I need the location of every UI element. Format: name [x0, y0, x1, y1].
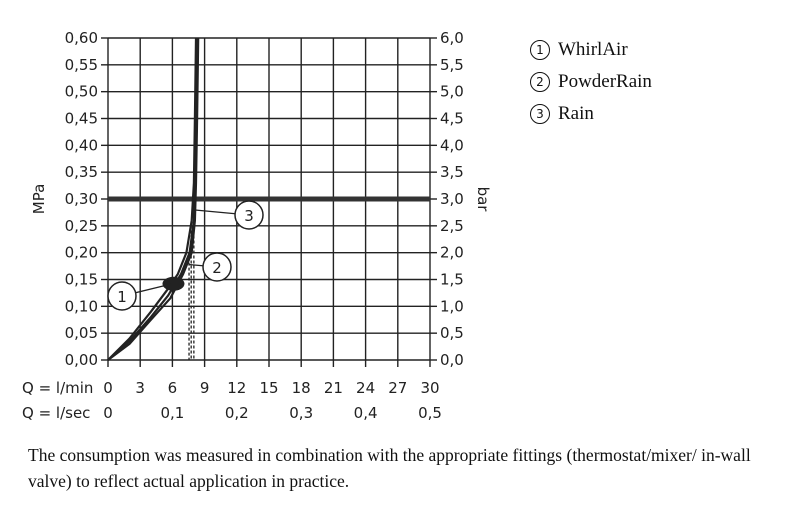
series-line-rain [107, 37, 200, 361]
legend: 1 WhirlAir 2 PowderRain 3 Rain [530, 34, 652, 130]
series-marker-dot [162, 276, 185, 291]
callout-circle-2 [202, 252, 232, 282]
x-tick-label-lmin: 30 [420, 379, 439, 397]
callout-label-3: 3 [244, 207, 254, 225]
x-tick-label-lsec: 0,1 [160, 404, 184, 422]
y-axis-title-right: bar [474, 187, 492, 213]
legend-item-whirlair: 1 WhirlAir [530, 34, 652, 66]
legend-marker-2: 2 [530, 72, 550, 92]
y-tick-label-left: 0,40 [65, 136, 98, 154]
y-tick-label-right: 3,5 [440, 163, 464, 181]
x-tick-label-lmin: 21 [324, 379, 343, 397]
y-tick-label-right: 2,0 [440, 244, 464, 262]
footnote: The consumption was measured in combinat… [28, 445, 751, 491]
flow-pressure-chart: 0,000,050,100,150,200,250,300,350,400,45… [22, 29, 492, 422]
y-tick-label-left: 0,60 [65, 29, 98, 47]
callout-circle-3 [234, 200, 264, 230]
legend-item-rain: 3 Rain [530, 98, 652, 130]
y-tick-label-left: 0,45 [65, 110, 98, 128]
y-tick-label-left: 0,10 [65, 297, 98, 315]
y-tick-label-left: 0,50 [65, 83, 98, 101]
y-tick-label-right: 5,5 [440, 56, 464, 74]
x-tick-label-lmin: 27 [388, 379, 407, 397]
legend-label-powderrain: PowderRain [558, 71, 652, 92]
x-tick-label-lmin: 12 [227, 379, 246, 397]
y-tick-label-left: 0,35 [65, 163, 98, 181]
x-tick-label-lmin: 9 [200, 379, 210, 397]
y-tick-label-left: 0,30 [65, 190, 98, 208]
callout-label-1: 1 [117, 288, 127, 306]
y-tick-label-left: 0,20 [65, 244, 98, 262]
callout-label-2: 2 [212, 259, 222, 277]
y-tick-label-left: 0,05 [65, 324, 98, 342]
y-axis-title-left: MPa [30, 184, 48, 215]
y-tick-label-right: 0,5 [440, 324, 464, 342]
y-tick-label-right: 5,0 [440, 83, 464, 101]
legend-marker-3: 3 [530, 104, 550, 124]
x-axis-prefix-lsec: Q = l/sec [22, 404, 90, 422]
x-tick-label-lmin: 18 [292, 379, 311, 397]
x-tick-label-lmin: 15 [259, 379, 278, 397]
legend-label-rain: Rain [558, 103, 594, 124]
x-tick-label-lmin: 6 [168, 379, 178, 397]
x-tick-label-lsec: 0 [103, 404, 113, 422]
legend-item-powderrain: 2 PowderRain [530, 66, 652, 98]
x-axis-prefix-lmin: Q = l/min [22, 379, 93, 397]
y-tick-label-right: 6,0 [440, 29, 464, 47]
x-tick-label-lmin: 3 [135, 379, 145, 397]
x-tick-label-lsec: 0,3 [289, 404, 313, 422]
legend-marker-1: 1 [530, 40, 550, 60]
y-tick-label-left: 0,55 [65, 56, 98, 74]
legend-label-whirlair: WhirlAir [558, 39, 628, 60]
y-tick-label-left: 0,15 [65, 271, 98, 289]
callout-circle-1 [107, 281, 137, 311]
y-tick-label-right: 0,0 [440, 351, 464, 369]
y-tick-label-right: 4,0 [440, 136, 464, 154]
y-tick-label-right: 2,5 [440, 217, 464, 235]
x-tick-label-lsec: 0,2 [225, 404, 249, 422]
y-tick-label-left: 0,25 [65, 217, 98, 235]
x-tick-label-lmin: 24 [356, 379, 375, 397]
y-tick-label-left: 0,00 [65, 351, 98, 369]
y-tick-label-right: 3,0 [440, 190, 464, 208]
x-tick-label-lsec: 0,4 [354, 404, 378, 422]
y-tick-label-right: 1,5 [440, 271, 464, 289]
x-tick-label-lsec: 0,5 [418, 404, 442, 422]
y-tick-label-right: 4,5 [440, 110, 464, 128]
x-tick-label-lmin: 0 [103, 379, 113, 397]
y-tick-label-right: 1,0 [440, 297, 464, 315]
